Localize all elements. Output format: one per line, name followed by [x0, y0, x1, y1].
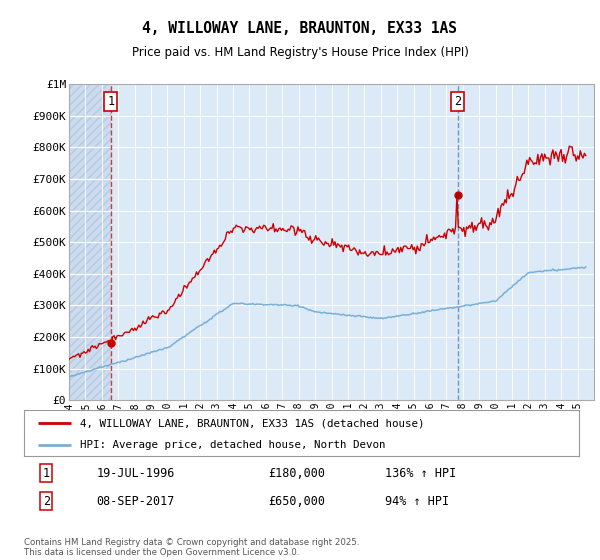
Text: 2: 2: [43, 494, 50, 508]
Text: 08-SEP-2017: 08-SEP-2017: [96, 494, 175, 508]
Text: 136% ↑ HPI: 136% ↑ HPI: [385, 466, 456, 480]
Text: 19-JUL-1996: 19-JUL-1996: [96, 466, 175, 480]
Text: £650,000: £650,000: [268, 494, 325, 508]
Text: 1: 1: [43, 466, 50, 480]
Text: Price paid vs. HM Land Registry's House Price Index (HPI): Price paid vs. HM Land Registry's House …: [131, 46, 469, 59]
Text: 4, WILLOWAY LANE, BRAUNTON, EX33 1AS: 4, WILLOWAY LANE, BRAUNTON, EX33 1AS: [143, 21, 458, 36]
Text: 94% ↑ HPI: 94% ↑ HPI: [385, 494, 449, 508]
Polygon shape: [69, 84, 111, 400]
Text: 2: 2: [454, 95, 461, 108]
Text: 1: 1: [107, 95, 115, 108]
Text: 4, WILLOWAY LANE, BRAUNTON, EX33 1AS (detached house): 4, WILLOWAY LANE, BRAUNTON, EX33 1AS (de…: [79, 418, 424, 428]
Text: HPI: Average price, detached house, North Devon: HPI: Average price, detached house, Nort…: [79, 440, 385, 450]
Text: Contains HM Land Registry data © Crown copyright and database right 2025.
This d: Contains HM Land Registry data © Crown c…: [24, 538, 359, 557]
Text: £180,000: £180,000: [268, 466, 325, 480]
